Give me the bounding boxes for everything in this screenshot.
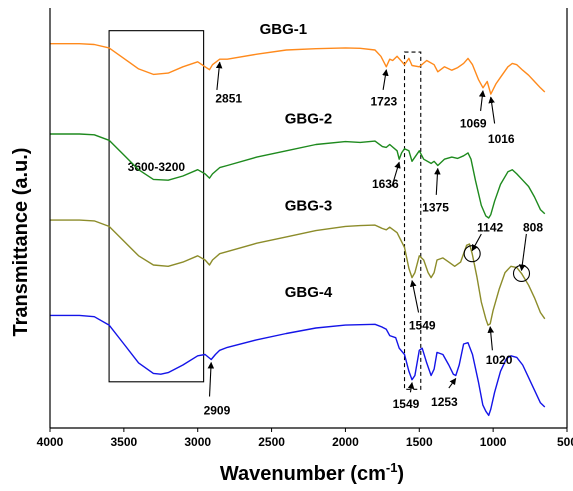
region-label: 3600-3200 (128, 160, 186, 174)
peak-label: 1636 (372, 177, 399, 191)
annotation-arrow (410, 279, 420, 313)
peak-label: 1253 (431, 395, 458, 409)
annotation-arrow (207, 361, 215, 397)
x-tick-label: 1500 (406, 435, 433, 449)
series-line-gbg-4 (50, 314, 546, 417)
peak-label: 2851 (215, 92, 242, 106)
annotation-arrow (487, 326, 495, 351)
annotation-arrow (434, 167, 441, 195)
peak-label: 1142 (477, 220, 503, 234)
x-axis-label-close: ) (397, 463, 404, 485)
x-tick-label: 3500 (111, 435, 138, 449)
region-box (108, 30, 205, 383)
series-line-gbg-2 (50, 133, 546, 219)
peak-label: 1723 (370, 94, 397, 108)
series-label-gbg-3: GBG-3 (285, 197, 333, 214)
series-label-gbg-2: GBG-2 (285, 111, 333, 128)
series-line-gbg-1 (50, 43, 546, 95)
x-tick-label: 500 (557, 435, 573, 449)
x-axis-label: Wavenumber (cm-1) (220, 460, 404, 485)
annotation-arrow (519, 233, 527, 272)
dashed-region-box (403, 51, 422, 390)
peak-label: 1549 (393, 397, 420, 411)
peak-label: 1549 (409, 318, 436, 332)
annotation-arrow (448, 377, 457, 389)
series-label-gbg-4: GBG-4 (285, 284, 333, 301)
x-axis-label-main: Wavenumber (cm (220, 463, 386, 485)
x-tick-label: 2000 (332, 435, 359, 449)
annotation-arrow (478, 90, 486, 111)
annotation-arrow (215, 61, 223, 90)
peak-label: 2909 (204, 404, 231, 418)
peak-label: 808 (523, 220, 543, 234)
annotation-arrow (407, 382, 415, 393)
annotation-arrow (382, 69, 389, 90)
peak-label: 1069 (460, 117, 487, 131)
peak-label: 1016 (488, 132, 515, 146)
x-tick-label: 1000 (480, 435, 507, 449)
y-axis-label: Transmittance (a.u.) (10, 148, 32, 337)
x-tick-label: 3000 (184, 435, 211, 449)
highlight-regions: 3600-3200 (108, 30, 422, 390)
x-axis-label-superscript: -1 (386, 460, 398, 475)
series-lines (50, 43, 546, 417)
peak-label: 1020 (486, 353, 513, 367)
series-labels: GBG-1 GBG-2 GBG-3 GBG-4 (260, 21, 333, 301)
annotation-arrow (391, 161, 401, 187)
annotation-arrow (488, 96, 496, 124)
series-label-gbg-1: GBG-1 (260, 21, 308, 38)
series-line-gbg-3 (50, 219, 546, 326)
x-axis: 4000 3500 3000 2500 2000 1500 1000 500 (37, 8, 573, 449)
peak-label: 1375 (422, 200, 449, 214)
annotation-arrow (471, 233, 482, 252)
x-tick-label: 2500 (258, 435, 285, 449)
x-tick-label: 4000 (37, 435, 64, 449)
